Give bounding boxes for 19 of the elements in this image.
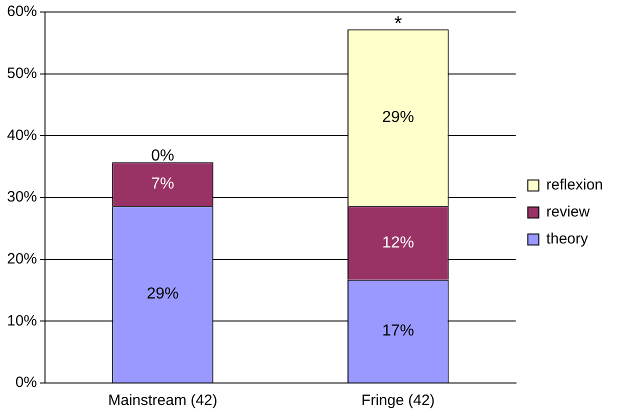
y-tick-label: 60% bbox=[6, 3, 38, 20]
x-tick-label: Fringe (42) bbox=[361, 392, 435, 410]
legend-label: theory bbox=[546, 230, 588, 248]
y-tick-label: 10% bbox=[6, 312, 38, 330]
y-tick-label: 20% bbox=[6, 250, 38, 268]
y-tick-label: 50% bbox=[6, 64, 38, 82]
legend-label: reflexion bbox=[546, 176, 604, 194]
data-label: 29% bbox=[382, 109, 414, 126]
annotation: * bbox=[394, 13, 402, 36]
y-tick-label: 30% bbox=[6, 188, 38, 206]
x-tick-label: Mainstream (42) bbox=[108, 392, 218, 410]
data-label: 17% bbox=[382, 322, 414, 340]
y-tick-label: 40% bbox=[6, 126, 38, 144]
legend-label: review bbox=[546, 204, 590, 221]
y-tick-label: 0% bbox=[15, 374, 38, 392]
data-label: 7% bbox=[151, 176, 174, 193]
data-label: 0% bbox=[151, 148, 174, 165]
data-label: 29% bbox=[146, 286, 179, 303]
data-label: 12% bbox=[382, 234, 414, 252]
